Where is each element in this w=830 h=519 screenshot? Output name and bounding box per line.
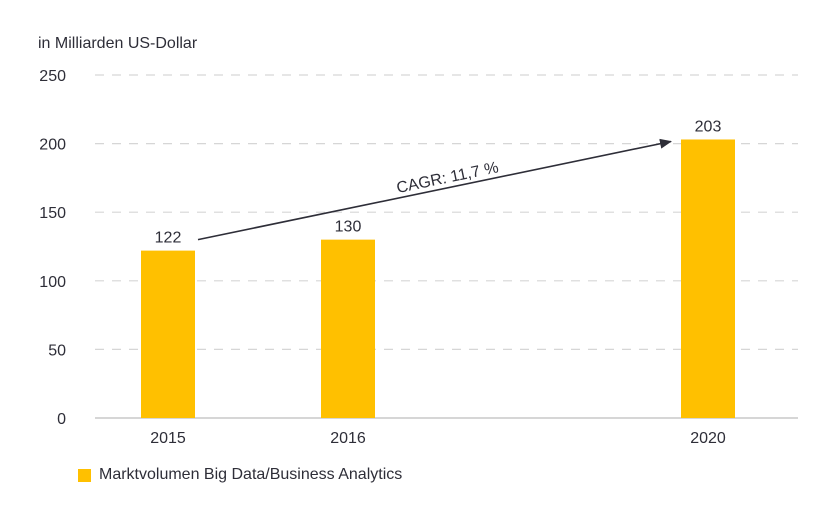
bar <box>681 139 735 418</box>
legend: Marktvolumen Big Data/Business Analytics <box>78 466 402 484</box>
legend-swatch <box>78 468 91 482</box>
unit-label: in Milliarden US-Dollar <box>38 35 198 52</box>
x-tick-label: 2015 <box>150 430 186 447</box>
bar <box>141 250 195 418</box>
y-tick-label: 50 <box>48 342 66 359</box>
data-label: 130 <box>335 219 362 236</box>
legend-label: Marktvolumen Big Data/Business Analytics <box>99 466 403 483</box>
y-tick-label: 200 <box>39 137 66 154</box>
cagr-label: CAGR: 11,7 % <box>395 159 500 197</box>
data-label: 122 <box>155 230 182 247</box>
data-label: 203 <box>695 118 722 135</box>
x-axis-labels: 2015 2016 2020 <box>150 430 726 447</box>
y-tick-label: 0 <box>57 411 66 428</box>
gridlines <box>95 74 798 419</box>
y-tick-label: 250 <box>39 68 66 85</box>
cagr-annotation: CAGR: 11,7 % <box>197 138 672 241</box>
y-tick-label: 150 <box>39 205 66 222</box>
bars: 122 130 203 <box>141 118 735 418</box>
y-axis-ticks: 0 50 100 150 200 250 <box>39 68 66 428</box>
x-tick-label: 2020 <box>690 430 726 447</box>
y-tick-label: 100 <box>39 274 66 291</box>
bar <box>321 239 375 418</box>
x-tick-label: 2016 <box>330 430 366 447</box>
cagr-arrow <box>197 138 672 241</box>
